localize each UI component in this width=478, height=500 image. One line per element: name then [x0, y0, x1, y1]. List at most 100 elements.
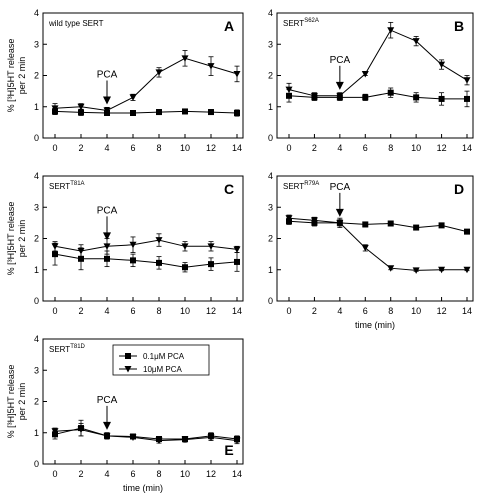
data-point-triangle: [155, 437, 163, 445]
x-tick-label: 8: [388, 306, 393, 316]
data-point-triangle: [310, 217, 318, 224]
construct-mutation: T81A: [70, 181, 84, 187]
data-point-triangle: [181, 436, 189, 444]
x-tick-label: 12: [206, 306, 216, 316]
y-tick-label: 0: [34, 296, 39, 306]
data-point-square: [362, 94, 369, 101]
series-high-dose: [51, 233, 241, 258]
construct-label: wild type SERT: [48, 19, 104, 28]
data-point-square: [234, 258, 240, 265]
y-tick-label: 1: [34, 265, 39, 275]
x-tick-label: 6: [130, 469, 135, 479]
data-point-triangle: [336, 92, 344, 100]
x-tick-label: 4: [104, 306, 109, 316]
data-point-triangle: [51, 428, 59, 435]
y-axis-title-line: per 2 min: [17, 220, 27, 258]
series-high-dose: [285, 214, 471, 274]
y-tick-label: 2: [34, 397, 39, 407]
data-point-triangle: [155, 237, 163, 244]
x-axis-title: time (min): [355, 320, 395, 330]
x-tick-label: 14: [462, 143, 472, 153]
x-tick-label: 14: [232, 306, 242, 316]
construct-label: SERTS62A: [283, 18, 319, 28]
data-point-square: [362, 221, 369, 228]
y-axis-title: % [³H]5HT releaseper 2 min: [6, 202, 27, 276]
data-point-triangle: [387, 265, 395, 272]
y-tick-label: 1: [34, 102, 39, 112]
data-point-triangle: [233, 70, 241, 78]
y-axis-title: % [³H]5HT releaseper 2 min: [6, 365, 27, 439]
legend-entry: 0.1μM PCA: [143, 352, 185, 361]
arrow-head: [335, 81, 344, 90]
data-point-triangle: [103, 432, 111, 440]
y-tick-label: 4: [268, 8, 273, 18]
x-tick-label: 4: [337, 143, 342, 153]
data-point-square: [156, 259, 162, 266]
series-line: [54, 57, 238, 112]
x-tick-label: 2: [78, 469, 83, 479]
series-line: [288, 220, 468, 233]
arrow-head: [103, 421, 111, 430]
panel-letter: B: [454, 18, 464, 34]
series-high-dose: [51, 50, 241, 115]
arrow-head: [103, 232, 111, 241]
x-tick-label: 4: [104, 469, 109, 479]
legend: 0.1μM PCA 10μM PCA: [112, 344, 210, 376]
arrow-head: [335, 208, 344, 217]
y-axis-title-line: per 2 min: [17, 57, 27, 95]
legend-entry: 10μM PCA: [143, 365, 183, 374]
series-high-dose: [51, 422, 241, 445]
x-tick-label: 8: [388, 143, 393, 153]
y-tick-label: 4: [34, 334, 39, 344]
pca-arrow: PCA: [97, 205, 118, 241]
data-point-square: [208, 109, 214, 116]
y-tick-label: 3: [268, 39, 273, 49]
data-point-triangle: [361, 70, 369, 78]
x-tick-label: 2: [78, 143, 83, 153]
plot-frame: [276, 12, 474, 139]
construct-label: SERTT81A: [49, 181, 85, 191]
data-point-square: [413, 94, 420, 101]
data-point-triangle: [285, 86, 293, 94]
x-tick-label: 12: [206, 143, 216, 153]
data-point-triangle: [207, 63, 215, 70]
series-line: [288, 92, 467, 100]
data-point-triangle: [463, 266, 471, 274]
data-point-square: [387, 220, 394, 227]
data-point-triangle: [77, 103, 85, 111]
x-tick-label: 8: [156, 306, 161, 316]
x-tick-label: 8: [156, 143, 161, 153]
data-point-square: [464, 228, 470, 235]
data-point-triangle: [233, 437, 241, 445]
y-tick-label: 0: [268, 296, 273, 306]
y-tick-label: 0: [268, 133, 273, 143]
series-line: [288, 29, 468, 97]
data-point-square: [208, 261, 214, 268]
data-point-triangle: [412, 38, 420, 45]
data-point-triangle: [103, 243, 111, 250]
x-tick-label: 6: [363, 143, 368, 153]
series-line: [288, 217, 467, 271]
data-point-square: [78, 109, 84, 116]
y-tick-label: 3: [34, 202, 39, 212]
data-point-triangle: [103, 107, 111, 114]
series-line: [54, 110, 238, 114]
x-tick-label: 12: [437, 143, 447, 153]
data-point-triangle: [438, 61, 446, 69]
plot-frame: [276, 175, 474, 302]
construct-name: SERT: [283, 19, 304, 28]
data-point-square: [156, 109, 162, 116]
x-tick-label: 10: [180, 469, 190, 479]
data-point-triangle: [463, 77, 471, 84]
data-point-triangle: [51, 243, 59, 250]
data-point-triangle: [310, 92, 318, 100]
data-point-triangle: [285, 215, 293, 222]
panel-letter: E: [224, 442, 233, 458]
x-tick-label: 10: [180, 306, 190, 316]
data-point-triangle: [51, 105, 59, 112]
data-point-square: [104, 255, 110, 262]
data-point-square: [130, 110, 136, 116]
data-point-triangle: [387, 27, 395, 34]
